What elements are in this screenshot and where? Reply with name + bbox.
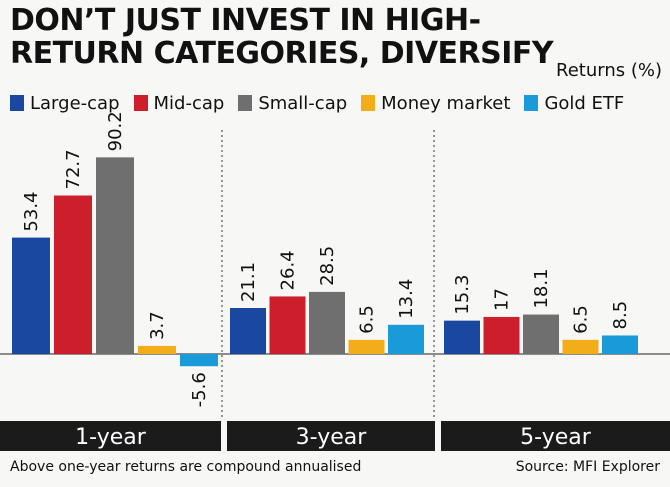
data-label: 28.5 (317, 246, 338, 286)
legend-label: Money market (381, 92, 511, 114)
bar (444, 320, 480, 354)
bar (12, 237, 50, 354)
legend-swatch (10, 95, 24, 111)
category-label: 1-year (75, 425, 147, 450)
bar (96, 157, 134, 354)
data-label: 13.4 (396, 279, 417, 319)
legend-item-small-cap: Small-cap (238, 93, 347, 114)
source-note: Source: MFI Explorer (515, 459, 660, 475)
legend-item-mid-cap: Mid-cap (133, 92, 225, 114)
bar (230, 308, 266, 354)
category-band (441, 421, 670, 451)
bar (562, 339, 599, 354)
data-label: 26.4 (278, 250, 299, 290)
bar (348, 339, 385, 354)
data-label: 90.2 (105, 111, 126, 151)
legend-item-money-market: Money market (361, 93, 510, 114)
data-label: -5.6 (189, 372, 210, 407)
legend-item-gold-etf: Gold ETF (524, 93, 624, 114)
bar (138, 345, 176, 354)
legend-swatch (361, 95, 376, 111)
bar (523, 314, 559, 354)
category-label: 5-year (520, 425, 592, 450)
data-label: 18.1 (531, 268, 552, 308)
data-label: 72.7 (63, 149, 84, 189)
legend: Large-cap Mid-cap Small-cap Money market… (10, 90, 638, 116)
bar (54, 195, 92, 354)
unit-label: Returns (%) (556, 60, 662, 81)
legend-swatch (133, 95, 148, 111)
legend-swatch (524, 95, 539, 111)
legend-label: Large-cap (30, 92, 120, 114)
legend-swatch (238, 95, 253, 111)
legend-label: Gold ETF (544, 92, 625, 114)
chart-title: DON’T JUST INVEST IN HIGH-RETURN CATEGOR… (10, 3, 554, 71)
category-band (0, 421, 221, 451)
data-label: 6.5 (357, 305, 378, 334)
data-label: 6.5 (571, 305, 592, 334)
legend-label: Mid-cap (153, 92, 225, 114)
legend-label: Small-cap (258, 92, 348, 114)
bar (269, 296, 306, 354)
data-label: 15.3 (452, 275, 473, 315)
footnote: Above one-year returns are compound annu… (10, 459, 362, 475)
category-label: 3-year (296, 425, 368, 450)
legend-item-large-cap: Large-cap (10, 93, 120, 114)
data-label: 17 (492, 288, 513, 311)
data-label: 3.7 (147, 311, 168, 340)
category-band (227, 421, 435, 451)
bar (388, 324, 424, 354)
bar (309, 291, 345, 354)
data-label: 21.1 (238, 262, 259, 302)
data-label: 8.5 (610, 301, 631, 330)
bar (483, 316, 520, 354)
bar (180, 354, 218, 367)
bar (602, 335, 638, 354)
data-label: 53.4 (21, 192, 42, 232)
